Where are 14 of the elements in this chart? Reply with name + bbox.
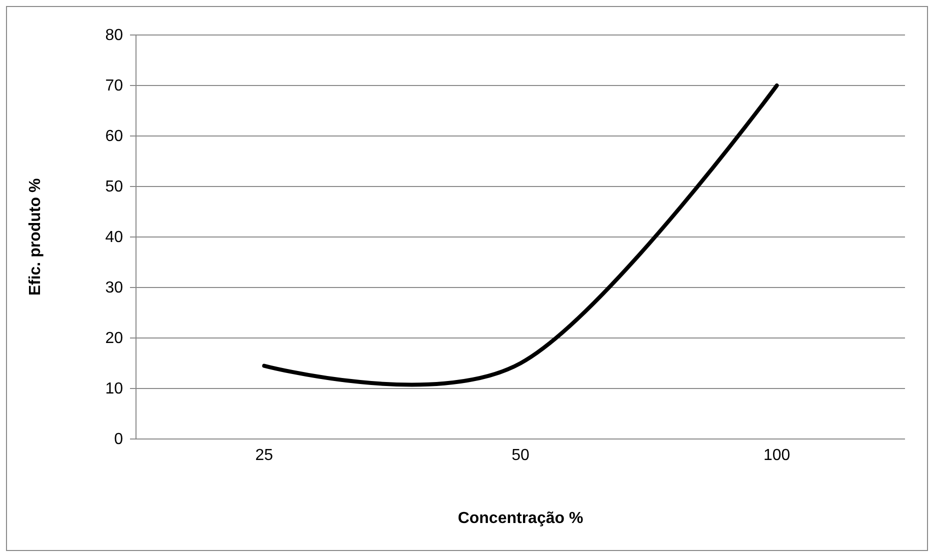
y-tick-label: 60 xyxy=(105,128,124,146)
x-axis-title: Concentração % xyxy=(458,510,584,527)
x-tick-label: 50 xyxy=(512,447,530,464)
y-tick-label: 0 xyxy=(114,431,124,448)
y-tick-label: 20 xyxy=(105,330,124,348)
y-tick-label: 10 xyxy=(105,380,124,398)
y-tick-label: 50 xyxy=(105,178,124,196)
y-tick-label: 80 xyxy=(105,27,124,44)
x-tick-label: 25 xyxy=(255,447,274,464)
x-tick-label: 100 xyxy=(763,447,790,464)
y-tick-label: 30 xyxy=(105,280,124,297)
y-tick-label: 70 xyxy=(105,78,124,95)
y-tick-label: 40 xyxy=(105,229,124,246)
y-axis-title: Efic. produto % xyxy=(27,178,44,296)
